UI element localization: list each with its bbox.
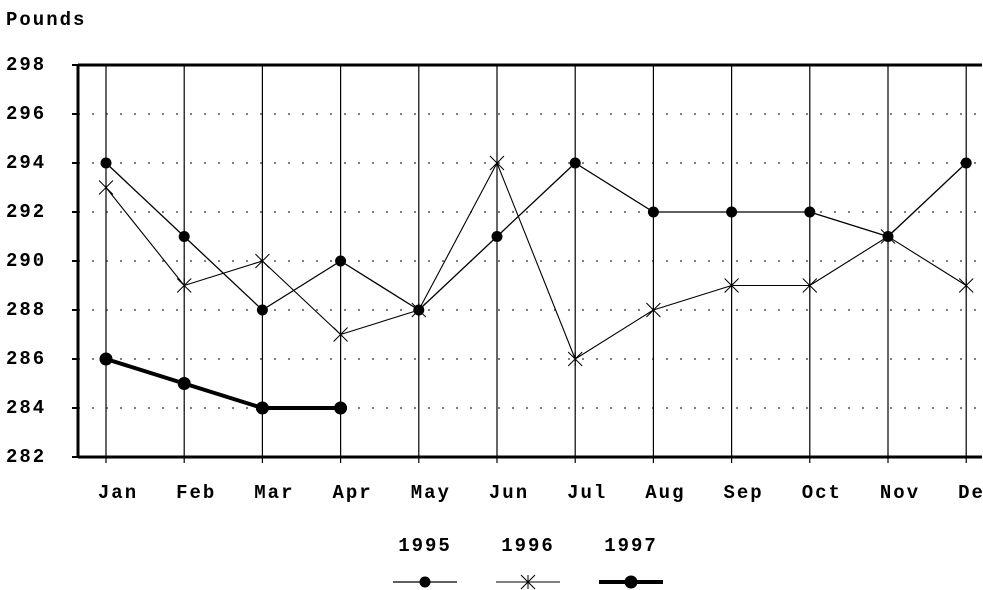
point <box>958 278 974 293</box>
y-tick-label: 286 <box>6 348 46 370</box>
point <box>335 255 347 267</box>
y-tick-label: 284 <box>6 397 46 419</box>
x-tick-label: Jan <box>98 482 138 504</box>
legend-label: 1996 <box>501 535 555 557</box>
point <box>98 180 114 195</box>
point <box>724 278 739 293</box>
point <box>256 304 268 316</box>
point <box>569 157 581 169</box>
x-tick-label: Mar <box>254 482 294 504</box>
legend-marker <box>419 576 431 588</box>
point <box>880 229 896 244</box>
legend-marker <box>624 575 638 589</box>
series-line <box>105 162 967 360</box>
point <box>255 253 270 269</box>
point <box>647 206 659 218</box>
point <box>333 327 348 342</box>
point <box>255 401 269 415</box>
point <box>802 278 818 293</box>
x-tick-label: Aug <box>645 482 685 504</box>
y-tick-label: 294 <box>6 152 46 174</box>
legend-label: 1997 <box>604 535 658 557</box>
point <box>178 231 190 242</box>
point <box>177 377 191 390</box>
series-line <box>105 357 341 410</box>
y-tick-label: 288 <box>6 299 46 321</box>
x-tick-label: Oct <box>802 482 842 504</box>
point <box>100 157 112 169</box>
point <box>726 206 738 218</box>
y-tick-label: 298 <box>6 54 46 76</box>
y-tick-label: 292 <box>6 201 46 223</box>
point <box>489 155 505 171</box>
x-tick-label: May <box>411 482 451 504</box>
y-axis-title: Pounds <box>6 9 86 31</box>
x-tick-label: Feb <box>176 482 216 504</box>
x-tick-label: Dec <box>958 482 983 504</box>
x-tick-label: Apr <box>332 482 372 504</box>
y-tick-label: 296 <box>6 103 46 125</box>
y-tick-label: 282 <box>6 446 46 468</box>
point <box>960 157 972 169</box>
point <box>411 302 427 318</box>
point <box>99 352 113 366</box>
x-tick-label: Jul <box>567 482 607 504</box>
x-tick-label: Sep <box>723 482 763 504</box>
y-tick-label: 290 <box>6 250 46 272</box>
point <box>567 351 583 367</box>
legend-label: 1995 <box>398 535 452 557</box>
point <box>804 206 816 218</box>
series-line <box>105 162 967 311</box>
point <box>176 278 192 293</box>
legend-marker <box>520 574 536 590</box>
point <box>491 231 503 242</box>
point <box>334 401 348 415</box>
x-tick-label: Jun <box>489 482 529 504</box>
point <box>646 302 661 318</box>
x-tick-label: Nov <box>880 482 920 504</box>
